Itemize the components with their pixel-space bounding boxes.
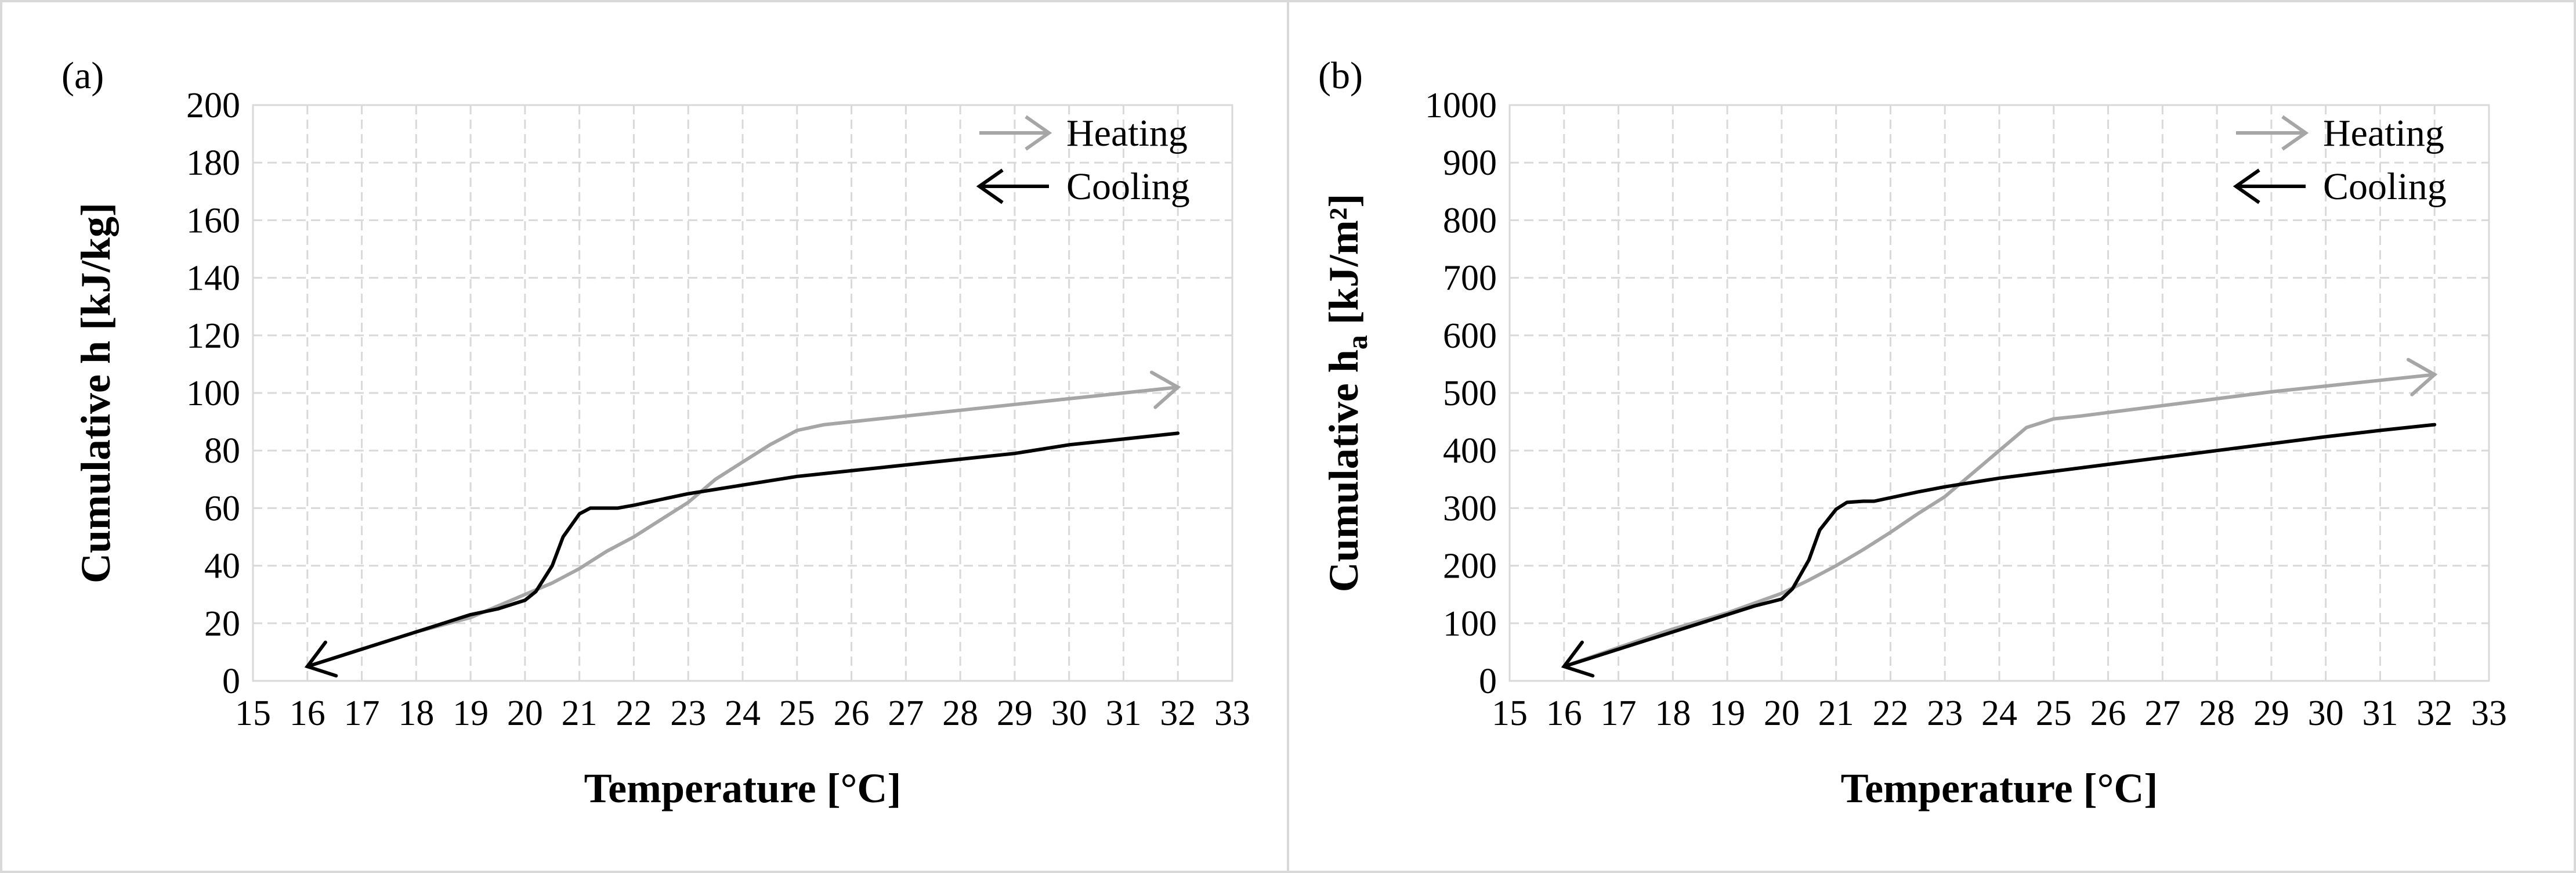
chart-a-y-axis-title: Cumulative h [kJ/kg] <box>73 203 119 583</box>
y-tick-label: 60 <box>204 489 240 528</box>
legend-heating-label: Heating <box>2323 112 2444 154</box>
x-tick-label: 15 <box>235 694 271 733</box>
x-tick-label: 30 <box>2308 694 2344 733</box>
x-tick-label: 29 <box>997 694 1033 733</box>
chart-b-heating-arrowhead <box>2406 358 2438 396</box>
legend-heating-arrow-icon <box>1025 115 1052 151</box>
x-tick-label: 31 <box>1105 694 1141 733</box>
x-tick-label: 23 <box>1927 694 1963 733</box>
y-tick-label: 140 <box>186 259 240 298</box>
x-tick-label: 21 <box>562 694 598 733</box>
x-tick-label: 29 <box>2253 694 2289 733</box>
y-tick-label: 300 <box>1443 489 1497 528</box>
legend-heating-arrow-icon <box>2281 115 2309 151</box>
y-axis-title-unit: [kJ/m²] <box>1320 194 1367 336</box>
y-tick-label: 200 <box>186 86 240 125</box>
y-tick-label: 900 <box>1443 143 1497 183</box>
x-tick-label: 26 <box>2090 694 2126 733</box>
chart-b-gridlines <box>1508 104 2490 682</box>
chart-b-heating-series-line <box>1562 373 2437 669</box>
y-tick-label: 0 <box>222 662 240 701</box>
x-tick-label: 32 <box>2416 694 2452 733</box>
legend-cooling-label: Cooling <box>1066 165 1190 208</box>
x-tick-label: 20 <box>1764 694 1800 733</box>
chart-b-plot-frame <box>1508 104 2490 682</box>
chart-a-heating-arrowhead <box>1149 370 1181 409</box>
y-tick-label: 200 <box>1443 547 1497 586</box>
chart-b-cooling-series-line <box>1562 423 2437 669</box>
x-tick-label: 27 <box>2144 694 2180 733</box>
chart-a-x-axis-title: Temperature [°C] <box>584 765 902 811</box>
chart-a-panel-label: (a) <box>61 55 104 97</box>
x-tick-label: 33 <box>1214 694 1250 733</box>
y-axis-title-subscript: a <box>1341 335 1373 349</box>
x-tick-label: 25 <box>2036 694 2072 733</box>
x-tick-label: 19 <box>1709 694 1745 733</box>
x-tick-label: 21 <box>1818 694 1854 733</box>
x-tick-label: 15 <box>1492 694 1528 733</box>
chart-b-cooling-arrowhead <box>1561 640 1595 678</box>
chart-a-cooling-arrowhead <box>304 640 338 678</box>
x-tick-label: 25 <box>779 694 815 733</box>
chart-b-panel-label: (b) <box>1318 55 1363 97</box>
y-tick-label: 100 <box>186 374 240 413</box>
y-tick-label: 120 <box>186 316 240 356</box>
chart-b-x-axis-title: Temperature [°C] <box>1841 765 2158 811</box>
y-tick-label: 800 <box>1443 201 1497 240</box>
y-tick-label: 160 <box>186 201 240 240</box>
x-tick-label: 23 <box>670 694 706 733</box>
y-tick-label: 400 <box>1443 431 1497 471</box>
x-tick-label: 24 <box>725 694 761 733</box>
y-tick-label: 20 <box>204 604 240 644</box>
x-tick-label: 16 <box>1546 694 1582 733</box>
x-tick-label: 27 <box>888 694 924 733</box>
y-tick-label: 80 <box>204 431 240 471</box>
x-tick-label: 32 <box>1160 694 1196 733</box>
x-tick-label: 18 <box>398 694 434 733</box>
y-tick-label: 1000 <box>1425 86 1497 125</box>
legend-cooling-arrow-icon <box>2233 168 2260 204</box>
x-tick-label: 18 <box>1655 694 1691 733</box>
chart-a: 15 16 17 18 19 20 21 22 23 24 25 26 27 28 29 30 31 32 33 0 2… <box>61 55 1250 811</box>
x-tick-label: 31 <box>2362 694 2398 733</box>
legend-cooling-label: Cooling <box>2323 165 2447 208</box>
x-tick-label: 24 <box>1981 694 2017 733</box>
x-tick-label: 17 <box>1601 694 1637 733</box>
legend-cooling-arrow-icon <box>976 168 1004 204</box>
y-tick-label: 40 <box>204 547 240 586</box>
y-tick-label: 600 <box>1443 316 1497 356</box>
x-tick-label: 26 <box>834 694 870 733</box>
x-tick-label: 33 <box>2471 694 2507 733</box>
chart-a-heating-series-line <box>305 385 1180 669</box>
x-tick-label: 22 <box>616 694 652 733</box>
chart-b: 15 16 17 18 19 20 21 22 23 24 25 26 27 28 29 30 31 32 33 0 1… <box>1318 55 2507 811</box>
x-tick-label: 19 <box>453 694 489 733</box>
chart-a-cooling-series-line <box>305 431 1180 669</box>
y-tick-label: 180 <box>186 143 240 183</box>
x-tick-label: 30 <box>1051 694 1087 733</box>
y-tick-label: 0 <box>1479 662 1497 701</box>
x-tick-label: 28 <box>942 694 978 733</box>
x-tick-label: 22 <box>1872 694 1908 733</box>
x-tick-label: 17 <box>344 694 380 733</box>
x-tick-label: 16 <box>290 694 325 733</box>
chart-a-plot-frame <box>252 104 1233 682</box>
chart-panel-a: 15 16 17 18 19 20 21 22 23 24 25 26 27 28 29 30 31 32 33 0 2… <box>0 0 1289 873</box>
chart-b-y-axis-title: Cumulative ha [kJ/m²] <box>1320 194 1373 593</box>
y-tick-label: 500 <box>1443 374 1497 413</box>
y-tick-label: 700 <box>1443 259 1497 298</box>
x-tick-label: 28 <box>2199 694 2235 733</box>
x-tick-label: 20 <box>507 694 543 733</box>
y-tick-label: 100 <box>1443 604 1497 644</box>
legend-heating-label: Heating <box>1066 112 1188 154</box>
chart-panel-b: 15 16 17 18 19 20 21 22 23 24 25 26 27 28 29 30 31 32 33 0 1… <box>1287 0 2576 873</box>
